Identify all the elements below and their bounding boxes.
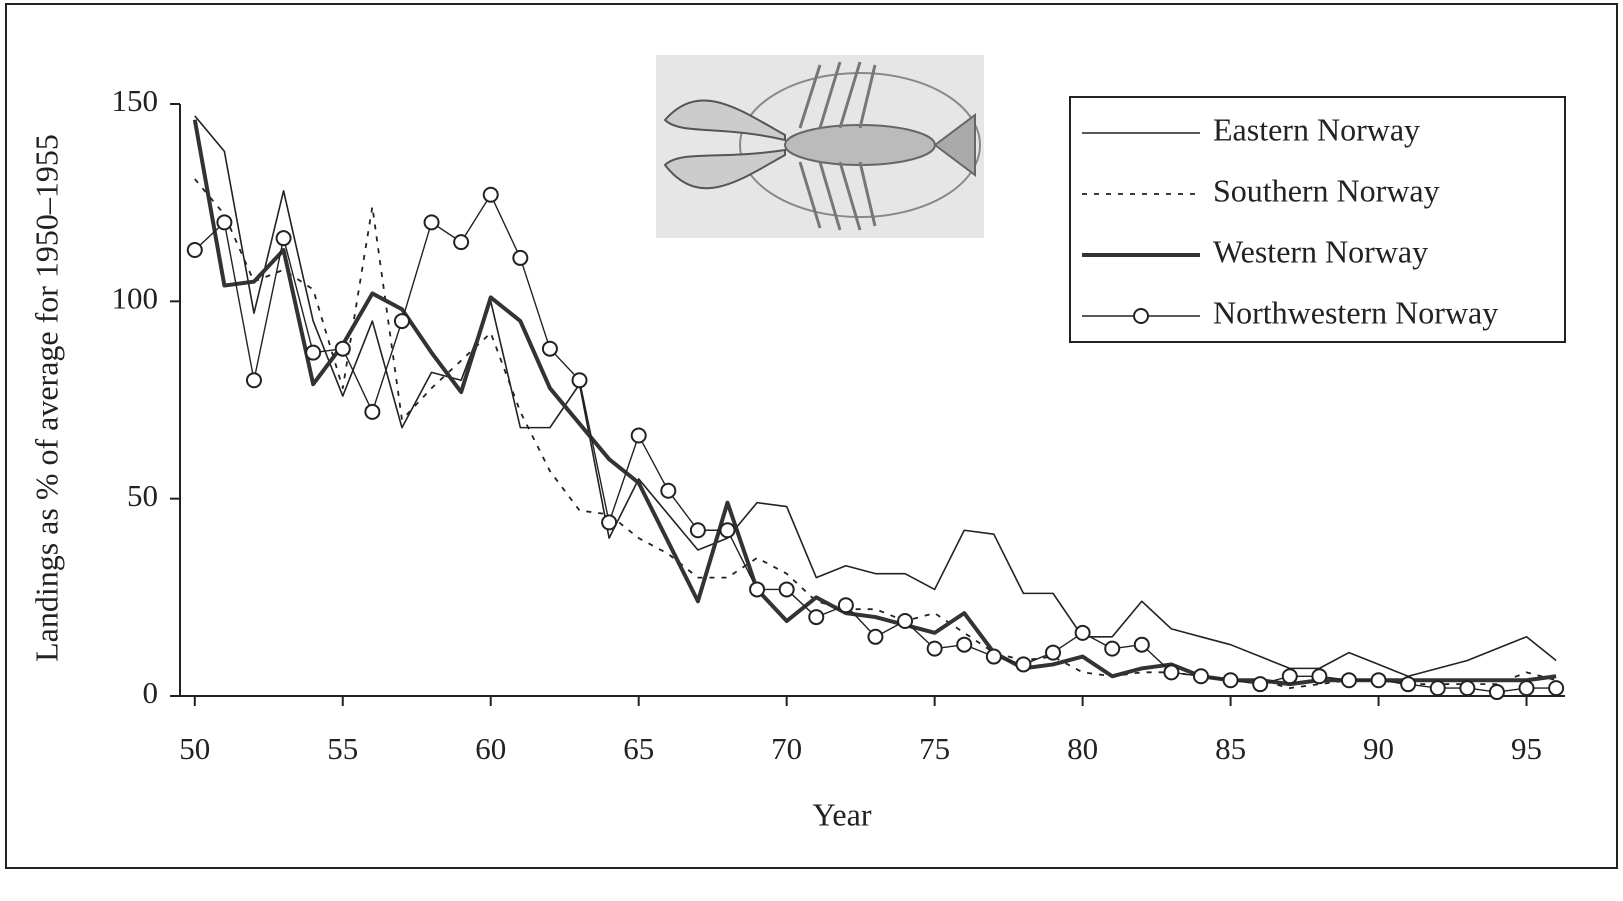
x-tick-label: 60 — [475, 731, 506, 766]
frame — [5, 3, 1618, 869]
y-tick-label: 0 — [143, 675, 159, 710]
data-point — [1340, 672, 1357, 689]
data-point — [216, 214, 233, 231]
data-point — [719, 522, 736, 539]
data-point — [393, 313, 410, 330]
data-point — [1015, 656, 1032, 673]
data-point — [1429, 680, 1446, 697]
data-point — [245, 372, 262, 389]
data-point — [512, 249, 529, 266]
data-point — [808, 609, 825, 626]
data-point — [571, 372, 588, 389]
data-point — [364, 403, 381, 420]
data-point — [186, 242, 203, 259]
data-point — [1548, 680, 1565, 697]
data-point — [778, 581, 795, 598]
data-point — [1488, 684, 1505, 701]
data-point — [601, 514, 618, 531]
data-point — [1074, 624, 1091, 641]
data-point — [1281, 668, 1298, 685]
x-tick-label: 50 — [179, 731, 210, 766]
x-tick-label: 55 — [327, 731, 358, 766]
y-tick-label: 100 — [112, 280, 159, 315]
data-point — [1252, 676, 1269, 693]
data-point — [1163, 664, 1180, 681]
x-tick-label: 75 — [919, 731, 950, 766]
data-point — [1400, 676, 1417, 693]
y-tick-label: 150 — [112, 83, 159, 118]
data-point — [956, 636, 973, 653]
data-point — [1045, 644, 1062, 661]
lobster-illustration — [656, 55, 984, 238]
data-point — [630, 427, 647, 444]
y-axis-title: Landings as % of average for 1950–1955 — [28, 134, 64, 662]
data-point — [541, 340, 558, 357]
y-tick-label: 50 — [127, 478, 158, 513]
data-point — [334, 340, 351, 357]
legend-label: Southern Norway — [1213, 172, 1440, 208]
x-tick-label: 95 — [1511, 731, 1542, 766]
legend-label: Northwestern Norway — [1213, 294, 1498, 330]
legend-label: Western Norway — [1213, 233, 1428, 269]
data-point — [482, 186, 499, 203]
data-point — [1370, 672, 1387, 689]
data-point — [1222, 672, 1239, 689]
legend — [1069, 96, 1566, 343]
data-point — [867, 628, 884, 645]
data-point — [423, 214, 440, 231]
legend-label: Eastern Norway — [1213, 111, 1420, 147]
data-point — [1518, 680, 1535, 697]
data-point — [1104, 640, 1121, 657]
x-tick-label: 85 — [1215, 731, 1246, 766]
data-point — [897, 613, 914, 630]
data-point — [1192, 668, 1209, 685]
x-tick-label: 65 — [623, 731, 654, 766]
data-point — [453, 234, 470, 251]
data-point — [275, 230, 292, 247]
series-line — [192, 119, 1557, 687]
x-tick-label: 70 — [771, 731, 802, 766]
x-axis-title: Year — [813, 796, 872, 832]
series-line — [194, 178, 1557, 690]
data-point — [660, 482, 677, 499]
data-point — [1459, 680, 1476, 697]
data-point — [749, 581, 766, 598]
series-line — [194, 115, 1557, 678]
x-tick-label: 80 — [1067, 731, 1098, 766]
x-tick-label: 90 — [1363, 731, 1394, 766]
data-point — [837, 597, 854, 614]
data-point — [305, 344, 322, 361]
legend-marker — [1133, 308, 1149, 324]
data-point — [1311, 668, 1328, 685]
data-point — [1133, 636, 1150, 653]
data-point — [926, 640, 943, 657]
data-point — [689, 522, 706, 539]
data-point — [985, 648, 1002, 665]
